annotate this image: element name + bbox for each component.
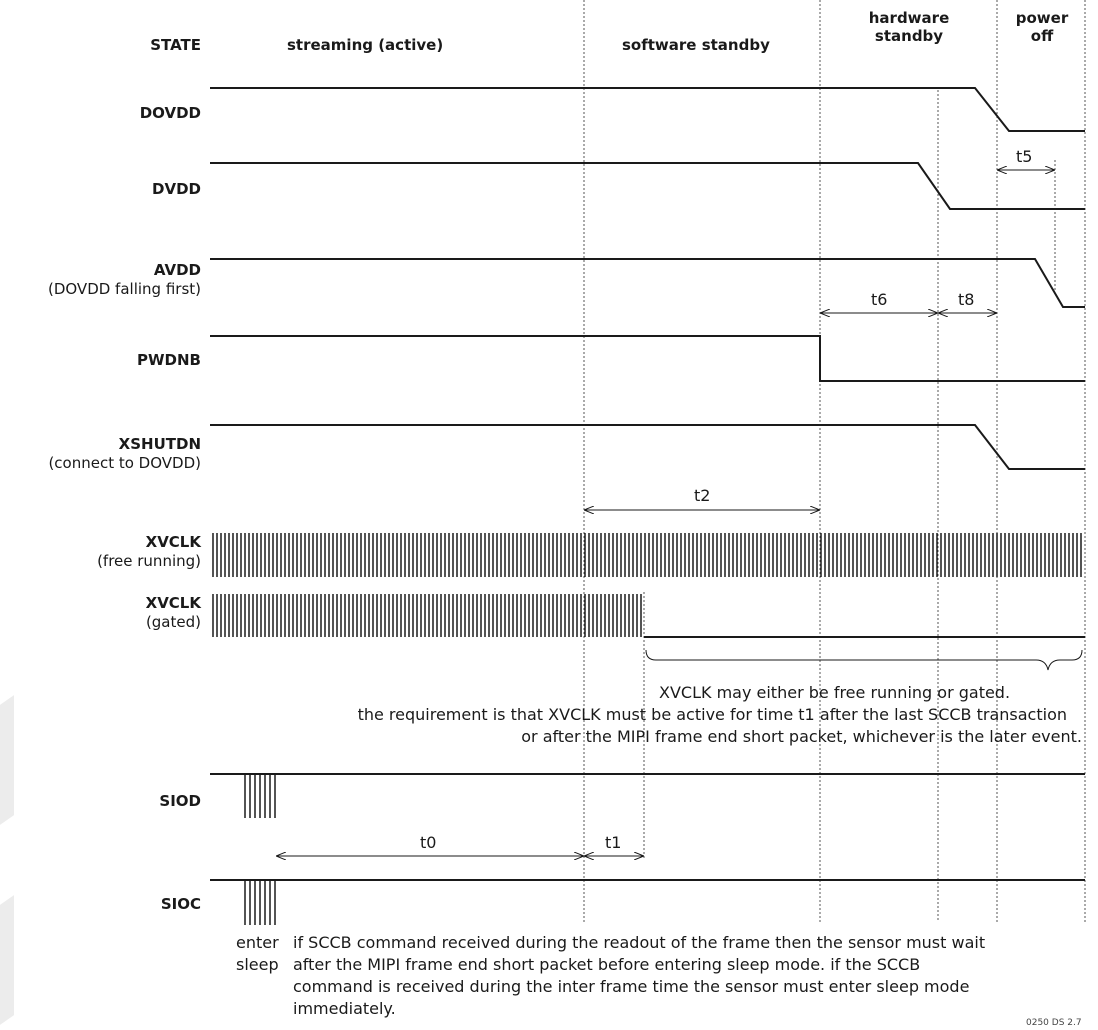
sccb-pulse-bursts	[244, 774, 276, 925]
t6-label: t6	[871, 290, 888, 309]
sccb-note-line1: if SCCB command received during the read…	[293, 933, 986, 952]
pwdnb-waveform	[210, 335, 1085, 382]
signal-pwdnb: PWDNB	[137, 351, 201, 369]
xvclk-gated-clock	[212, 594, 642, 637]
signal-xshutdn-note: (connect to DOVDD)	[48, 454, 201, 472]
state-power-off-line1: power	[1015, 9, 1069, 27]
state-power-off-line2: off	[1030, 27, 1054, 45]
enter-sleep-line2: sleep	[236, 955, 279, 974]
xvclk-note-line1: XVCLK may either be free running or gate…	[659, 683, 1011, 702]
xshutdn-waveform	[210, 424, 1085, 470]
signal-xshutdn: XSHUTDN	[118, 435, 201, 453]
signal-xvclk-gated: XVCLK	[145, 594, 201, 612]
t1-label: t1	[605, 833, 622, 852]
state-header: STATE	[150, 36, 201, 54]
figure-id: 0250 DS 2.7	[1026, 1018, 1082, 1028]
state-software-standby: software standby	[622, 36, 770, 54]
signal-avdd-note: (DOVDD falling first)	[47, 280, 201, 298]
t0-label: t0	[420, 833, 437, 852]
signal-avdd: AVDD	[153, 261, 201, 279]
xvclk-gated-brace	[645, 649, 1083, 671]
dvdd-waveform	[210, 162, 1085, 210]
dovdd-waveform	[210, 87, 1085, 132]
t8-label: t8	[958, 290, 975, 309]
xvclk-note-line2: the requirement is that XVCLK must be ac…	[357, 705, 1067, 724]
signal-sioc: SIOC	[160, 895, 201, 913]
state-hardware-standby-line2: standby	[874, 27, 944, 45]
xvclk-free-running-clock	[212, 533, 1082, 577]
signal-xvclk-free: XVCLK	[145, 533, 201, 551]
signal-dvdd: DVDD	[152, 180, 201, 198]
signal-dovdd: DOVDD	[139, 104, 201, 122]
sccb-note-line2: after the MIPI frame end short packet be…	[293, 955, 921, 974]
signal-xvclk-free-note: (free running)	[97, 552, 201, 570]
sccb-note-line3: command is received during the inter fra…	[293, 977, 970, 996]
avdd-waveform	[210, 258, 1085, 308]
sccb-note-line4: immediately.	[293, 999, 396, 1018]
signal-siod: SIOD	[159, 792, 201, 810]
signal-xvclk-gated-note: (gated)	[145, 613, 201, 631]
state-streaming: streaming (active)	[287, 36, 444, 54]
xvclk-note-line3: or after the MIPI frame end short packet…	[521, 727, 1082, 746]
t2-label: t2	[694, 486, 711, 505]
enter-sleep-line1: enter	[236, 933, 279, 952]
state-boundaries	[583, 0, 1086, 922]
state-hardware-standby-line1: hardware	[868, 9, 950, 27]
t5-label: t5	[1016, 147, 1033, 166]
